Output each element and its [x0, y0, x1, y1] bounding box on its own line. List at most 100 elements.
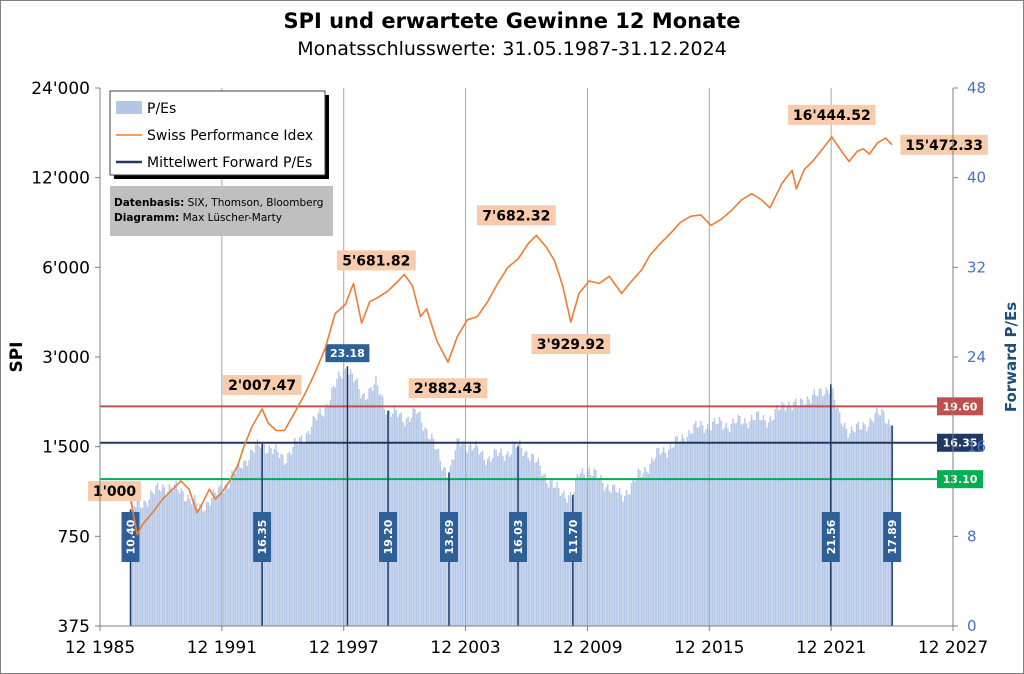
pe-bar — [459, 445, 462, 626]
pe-bar — [617, 492, 619, 626]
pe-bar — [310, 426, 313, 626]
pe-bar — [818, 388, 821, 626]
pe-bar — [766, 427, 768, 626]
right-tick-label: 32 — [967, 258, 986, 276]
pe-bar — [348, 374, 350, 626]
pe-bar — [676, 435, 678, 626]
pe-bar — [283, 464, 286, 626]
pe-bar — [793, 401, 795, 626]
pe-bar — [249, 449, 252, 626]
pe-bar — [194, 495, 196, 626]
spi-label: 5'681.82 — [342, 253, 410, 269]
pe-label-box — [439, 512, 458, 562]
pe-bar — [424, 427, 426, 626]
pe-bar — [299, 437, 301, 626]
pe-bar — [293, 437, 296, 626]
pe-bar — [563, 490, 565, 626]
pe-label-box — [379, 512, 398, 562]
pe-bar — [425, 428, 428, 626]
source-note-label: Diagramm: — [114, 212, 179, 224]
pe-bar — [850, 426, 853, 626]
pe-bar — [717, 423, 719, 626]
pe-bar — [427, 438, 430, 626]
pe-bar — [585, 479, 587, 626]
pe-bar — [816, 396, 819, 626]
pe-bar — [332, 386, 335, 626]
pe-bar — [674, 437, 677, 626]
pe-bar — [243, 460, 245, 626]
pe-bar — [559, 496, 562, 626]
spi-label-box — [531, 334, 611, 355]
pe-bar — [754, 420, 756, 626]
pe-bar — [145, 501, 147, 626]
pe-bar — [327, 407, 330, 626]
pe-bar — [547, 487, 550, 626]
pe-bar — [620, 494, 623, 626]
pe-bar — [138, 498, 140, 626]
pe-bar — [693, 423, 695, 626]
legend-label: Swiss Performance Idex — [147, 128, 313, 144]
pe-bar — [549, 480, 551, 626]
pe-label: 16.35 — [256, 520, 269, 555]
pe-bar — [602, 482, 604, 626]
pe-bar — [546, 483, 548, 626]
spi-line — [129, 136, 893, 536]
pe-bar — [475, 441, 477, 626]
pe-bar — [415, 414, 418, 626]
pe-bar — [537, 458, 540, 626]
pe-bar — [639, 470, 641, 626]
pe-label-box — [883, 512, 902, 562]
pe-bar — [715, 423, 717, 626]
pe-label: 17.89 — [886, 520, 899, 555]
pe-bar — [231, 470, 233, 626]
pe-bar — [497, 456, 499, 626]
pe-bar — [745, 423, 748, 626]
pe-bar — [182, 490, 184, 626]
spi-annotations: 1'000 2'007.47 5'681.82 2'882.43 7'682.32 3'9… — [88, 104, 988, 502]
pe-bar — [644, 467, 646, 626]
pe-bar — [229, 480, 232, 626]
pe-bar — [378, 395, 381, 626]
pe-bar — [373, 384, 375, 626]
source-note-label: Datenbasis: — [114, 197, 184, 209]
pe-bar — [322, 416, 325, 626]
pe-bar — [734, 423, 736, 626]
pe-bar — [820, 388, 822, 626]
pe-bar — [205, 501, 208, 626]
pe-bar — [852, 430, 854, 626]
pe-bar — [297, 444, 299, 626]
pe-bar — [321, 415, 323, 626]
pe-bar — [625, 490, 628, 626]
pe-bar — [351, 373, 353, 626]
pe-bar — [353, 381, 355, 626]
left-tick-label: 375 — [58, 617, 90, 637]
spi-label: 16'444.52 — [793, 108, 871, 124]
pe-bar — [673, 447, 675, 626]
source-note-line1: Datenbasis: SIX, Thomson, Bloomberg — [114, 197, 323, 209]
pe-bar — [503, 461, 506, 626]
left-tick-label: 6'000 — [42, 258, 90, 278]
pe-bar — [131, 501, 133, 626]
pe-bar — [769, 416, 771, 626]
pe-bar — [652, 461, 655, 626]
pe-bar — [282, 455, 284, 626]
pe-bar — [209, 505, 211, 626]
pe-bar — [344, 368, 347, 626]
pe-bar — [869, 417, 871, 626]
pe-bar — [703, 433, 705, 626]
pe-bar — [727, 428, 729, 626]
pe-bar — [556, 482, 558, 626]
pe-bar — [811, 395, 814, 626]
pe-bar — [458, 438, 460, 626]
pe-bar — [359, 398, 362, 626]
pe-bar — [339, 376, 342, 626]
pe-bar — [827, 390, 829, 626]
pe-bar — [163, 487, 166, 626]
pe-bar — [823, 394, 826, 626]
pe-bar — [730, 424, 733, 626]
pe-bar — [420, 422, 423, 626]
pe-bar — [473, 448, 475, 626]
pe-bar — [632, 477, 634, 626]
pe-bar — [486, 458, 489, 626]
pe-bar — [290, 454, 293, 626]
